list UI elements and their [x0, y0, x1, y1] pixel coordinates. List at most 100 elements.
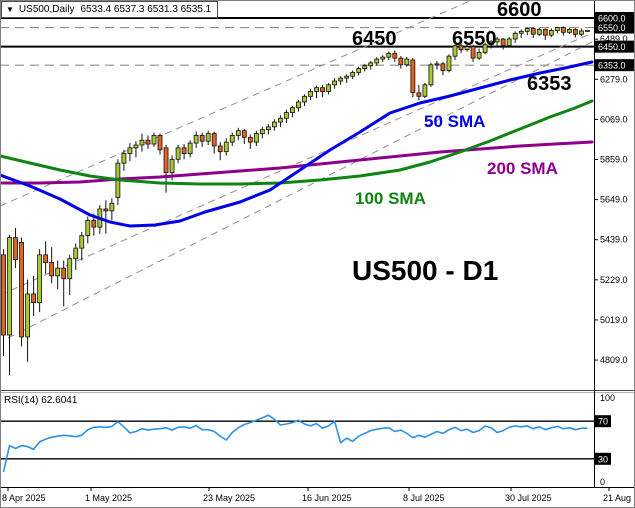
chart-ohlc-values: 6533.4 6537.3 6531.3 6535.1 — [80, 4, 212, 15]
candle-bullish — [512, 32, 518, 40]
candle-bearish — [416, 92, 422, 97]
candle-bullish — [121, 153, 127, 164]
candle-bearish — [211, 133, 217, 147]
time-axis-label[interactable]: 16 Jun 2025 — [302, 493, 352, 503]
candle-bullish — [524, 28, 530, 32]
candle-bearish — [247, 136, 253, 143]
symbol-dropdown-icon[interactable]: ▼ — [6, 5, 14, 14]
candle-bullish — [187, 142, 193, 154]
price-tag-bg — [595, 21, 634, 34]
sma100-line[interactable] — [0, 99, 594, 186]
price-axis-label: 5439.0 — [600, 235, 628, 245]
price-tag-label: 6550.0 — [598, 23, 626, 33]
candle-bearish — [241, 130, 247, 138]
price-axis-label: 5649.0 — [600, 195, 628, 205]
candle-bullish — [362, 65, 368, 70]
candle-bearish — [573, 29, 578, 35]
candle-bullish — [7, 237, 12, 336]
annotation-6450: 6450 — [352, 28, 397, 50]
price-axis-label: 5229.0 — [600, 275, 628, 285]
time-axis-label[interactable]: 21 Aug 2025 — [603, 493, 635, 503]
candle-bullish — [422, 84, 428, 97]
candle-bullish — [579, 30, 584, 35]
candle-bearish — [49, 262, 55, 277]
candle-bearish — [542, 29, 548, 36]
chart-symbol-period: US500,Daily — [18, 4, 75, 15]
candle-bullish — [446, 55, 452, 71]
candle-bullish — [374, 58, 380, 64]
candle-bullish — [253, 133, 259, 143]
candle-bearish — [320, 87, 325, 92]
candle-bullish — [85, 220, 91, 237]
candle-bullish — [338, 77, 344, 82]
candle-bearish — [181, 147, 187, 154]
rsi-line[interactable] — [2, 414, 588, 473]
candle-bullish — [368, 62, 374, 67]
candle-bullish — [302, 95, 307, 103]
candle-bullish — [452, 45, 458, 57]
candle-bullish — [151, 135, 157, 145]
sma200-line[interactable] — [0, 140, 594, 185]
candle-bullish — [566, 29, 572, 33]
chart-title-bar: ▼ US500,Daily 6533.4 6537.3 6531.3 6535.… — [1, 1, 219, 18]
price-tag-bg — [595, 59, 634, 72]
rsi-axis-label: 0 — [600, 477, 605, 487]
candle-bearish — [217, 145, 223, 153]
candle-bullish — [386, 52, 392, 58]
candle-bullish — [55, 267, 61, 277]
candle-bullish — [308, 91, 313, 97]
rsi-tag-label: 30 — [598, 454, 608, 464]
candle-bearish — [530, 28, 536, 35]
candle-bullish — [278, 117, 283, 123]
candle-bullish — [79, 235, 85, 249]
candle-bearish — [1, 254, 6, 336]
candle-bullish — [344, 75, 350, 79]
candle-bearish — [163, 147, 169, 174]
time-axis-label[interactable]: 23 May 2025 — [203, 493, 255, 503]
price-tag-label: 6450.0 — [598, 42, 626, 52]
sma50-line[interactable] — [0, 60, 594, 228]
candle-bullish — [73, 247, 79, 260]
candle-bullish — [464, 46, 470, 50]
candle-bullish — [169, 158, 175, 174]
candle-bearish — [500, 38, 506, 47]
price-axis-label: 5859.0 — [600, 155, 628, 165]
price-axis-label: 6069.0 — [600, 114, 628, 124]
candle-bullish — [428, 64, 434, 86]
time-axis-label[interactable]: 8 Jul 2025 — [403, 493, 445, 503]
candle-bullish — [494, 38, 500, 43]
trendline-3[interactable] — [7, 41, 593, 339]
candle-bullish — [536, 29, 542, 35]
candle-bullish — [193, 135, 199, 144]
candle-bullish — [67, 258, 73, 280]
candle-bullish — [139, 139, 145, 146]
annotation-50-sma: 50 SMA — [424, 112, 485, 131]
candle-bearish — [440, 63, 446, 71]
candle-bullish — [284, 112, 289, 119]
trendline-1[interactable] — [0, 0, 473, 207]
candle-bearish — [199, 135, 205, 142]
price-axis-label: 6489.0 — [600, 34, 628, 44]
time-axis-label[interactable]: 30 Jul 2025 — [505, 493, 552, 503]
candle-bullish — [259, 129, 265, 134]
annotation-6550: 6550 — [452, 28, 497, 50]
price-axis-label: 6279.0 — [600, 74, 628, 84]
candle-bullish — [314, 87, 319, 92]
candle-bullish — [127, 147, 133, 154]
price-axis-label: 4809.0 — [600, 355, 628, 365]
candle-bullish — [356, 68, 362, 73]
annotation-200-sma: 200 SMA — [487, 159, 558, 178]
candle-bearish — [31, 293, 37, 303]
candle-bullish — [235, 130, 241, 136]
candle-bearish — [43, 254, 49, 263]
price-tag-bg — [595, 11, 634, 24]
rsi-indicator-label: RSI(14) 62.6041 — [4, 395, 78, 406]
time-axis-label[interactable]: 1 May 2025 — [85, 493, 132, 503]
candle-bearish — [91, 220, 97, 228]
candle-bullish — [476, 51, 482, 59]
candle-bullish — [290, 107, 295, 113]
time-axis-label[interactable]: 8 Apr 2025 — [2, 493, 46, 503]
